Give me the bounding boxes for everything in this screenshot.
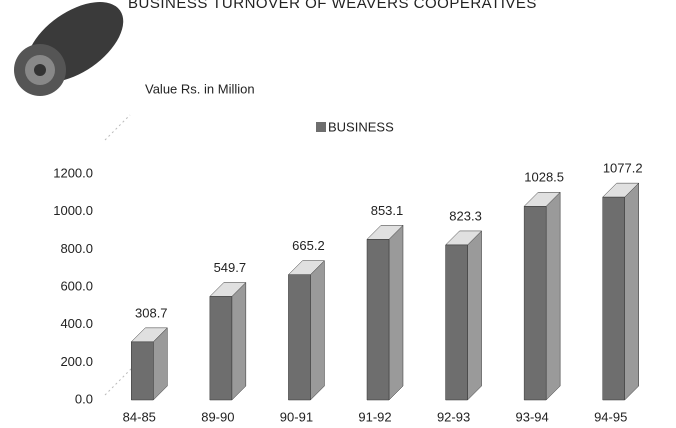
bar-face <box>310 260 325 401</box>
bar <box>444 230 483 401</box>
y-tick-label: 0.0 <box>75 391 93 406</box>
x-tick-label: 94-95 <box>594 409 627 424</box>
y-tick-label: 800.0 <box>60 241 93 256</box>
axis-line <box>104 114 131 141</box>
value-label: 549.7 <box>214 260 247 275</box>
y-axis-label: Value Rs. in Million <box>145 81 255 96</box>
bar <box>287 260 326 401</box>
bar <box>366 224 404 401</box>
bar-face <box>624 182 639 401</box>
bar-face <box>209 296 233 401</box>
bar <box>209 281 247 401</box>
bar-face <box>545 191 561 401</box>
bar <box>523 191 561 401</box>
bar <box>602 182 640 401</box>
legend-label: BUSINESS <box>328 119 394 134</box>
legend-swatch <box>316 122 326 132</box>
y-tick-label: 400.0 <box>60 316 93 331</box>
bar <box>130 327 168 401</box>
value-label: 823.3 <box>449 208 482 223</box>
chart-title: BUSINESS TURNOVER OF WEAVERS COOPERATIVE… <box>128 0 537 12</box>
bar-face <box>523 206 547 401</box>
value-label: 308.7 <box>135 305 168 320</box>
x-tick-label: 91-92 <box>358 409 391 424</box>
x-tick-label: 93-94 <box>516 409 549 424</box>
value-label: 665.2 <box>292 238 325 253</box>
x-tick-label: 92-93 <box>437 409 470 424</box>
y-tick-label: 1200.0 <box>53 165 93 180</box>
y-tick-label: 200.0 <box>60 354 93 369</box>
bar-face <box>445 244 468 401</box>
bar-face <box>602 196 625 401</box>
x-tick-label: 90-91 <box>280 409 313 424</box>
value-label: 853.1 <box>371 203 404 218</box>
x-tick-label: 89-90 <box>201 409 234 424</box>
bar-face <box>231 281 247 401</box>
value-label: 1077.2 <box>603 161 643 176</box>
bar-face <box>388 224 404 401</box>
y-tick-label: 1000.0 <box>53 203 93 218</box>
bar-face <box>131 341 154 401</box>
value-label: 1028.5 <box>524 170 564 185</box>
bar-face <box>467 230 482 401</box>
x-tick-label: 84-85 <box>123 409 156 424</box>
bar-face <box>366 239 390 401</box>
logo <box>14 2 124 96</box>
bar-face <box>288 274 311 401</box>
y-tick-label: 600.0 <box>60 278 93 293</box>
